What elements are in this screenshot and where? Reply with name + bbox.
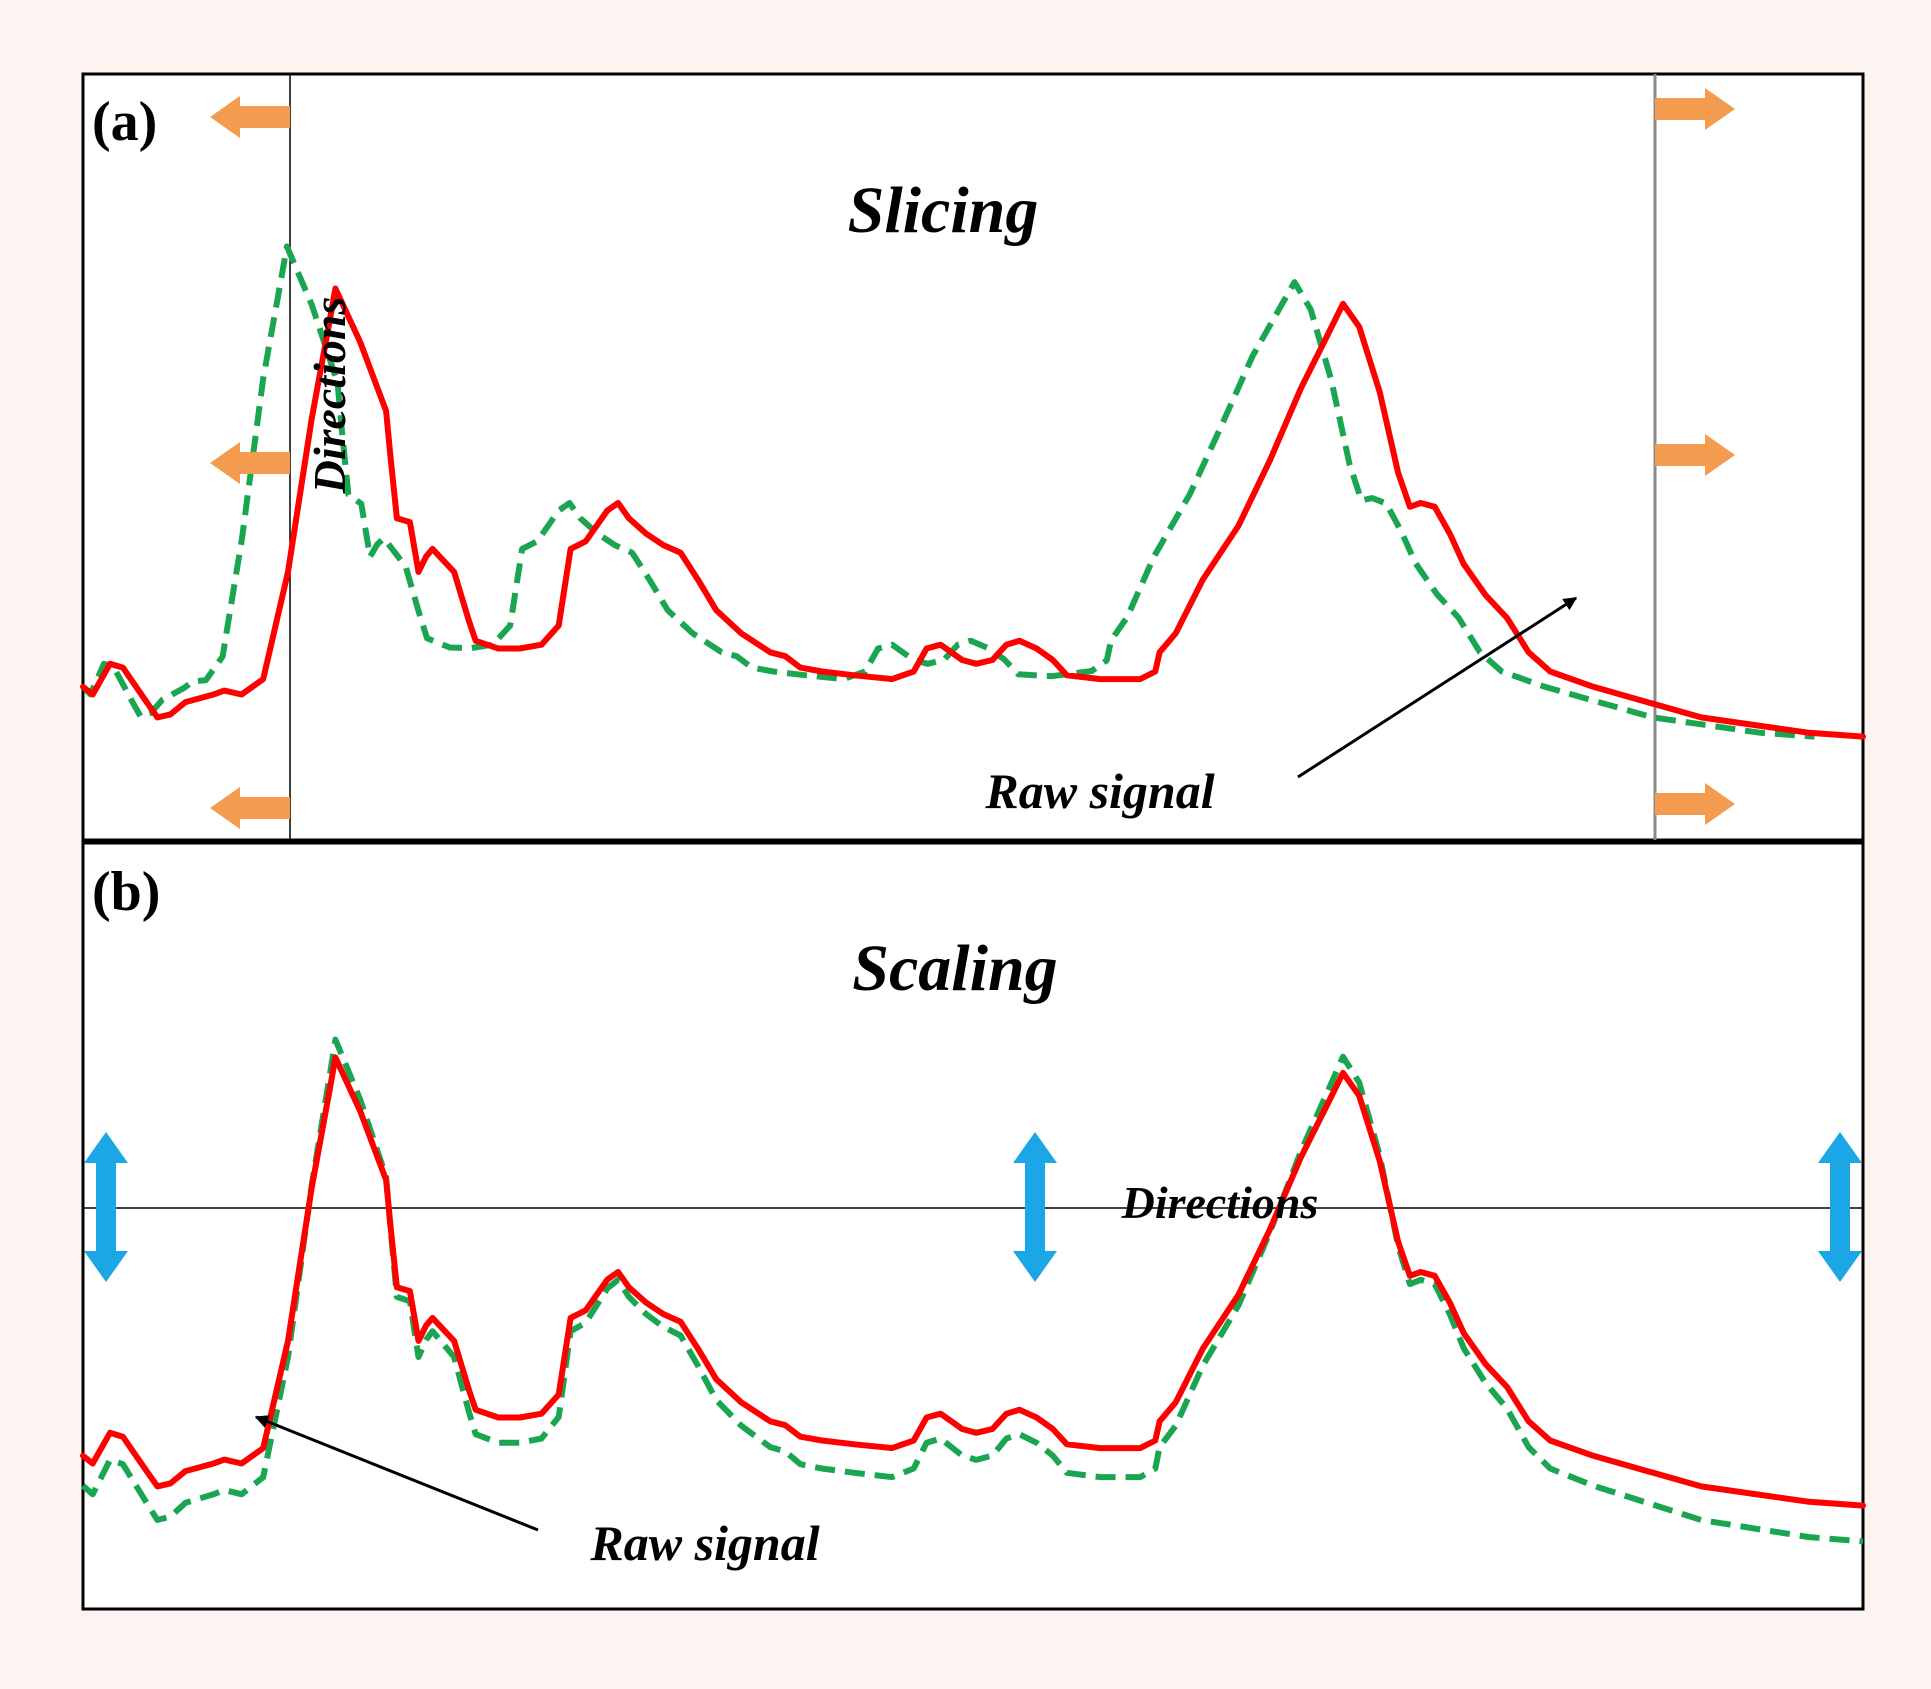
sliced-signal-line <box>80 243 1815 740</box>
panel-a-title: Slicing <box>848 174 1039 247</box>
panel-b-frame <box>81 841 1865 1611</box>
vertical-double-arrow-icon <box>84 1132 1862 1282</box>
panel-b-raw-signal-pointer <box>254 1415 539 1532</box>
raw-signal-line <box>80 285 1866 740</box>
panel-b-raw-signal-label: Raw signal <box>589 1515 819 1571</box>
raw-signal-line <box>80 1054 1866 1509</box>
panel-a-raw-signal-label: Raw signal <box>984 763 1214 819</box>
panel-b-label: (b) <box>92 861 160 923</box>
panel-a-frame <box>81 72 1865 842</box>
panel-a-raw-signal-pointer <box>1297 596 1578 779</box>
panel-b-scaling: (b) Scaling Directions Raw signal <box>80 841 1866 1611</box>
panel-a-directions-label: Directions <box>304 297 355 495</box>
panel-b-directions-label: Directions <box>1121 1177 1319 1228</box>
panel-b-title: Scaling <box>852 932 1057 1005</box>
panel-a-label: (a) <box>92 91 157 153</box>
panel-a-slicing: (a) Slicing Directions Raw signal <box>80 72 1866 842</box>
right-arrow-icon <box>1655 88 1735 825</box>
left-arrow-icon <box>210 96 290 829</box>
